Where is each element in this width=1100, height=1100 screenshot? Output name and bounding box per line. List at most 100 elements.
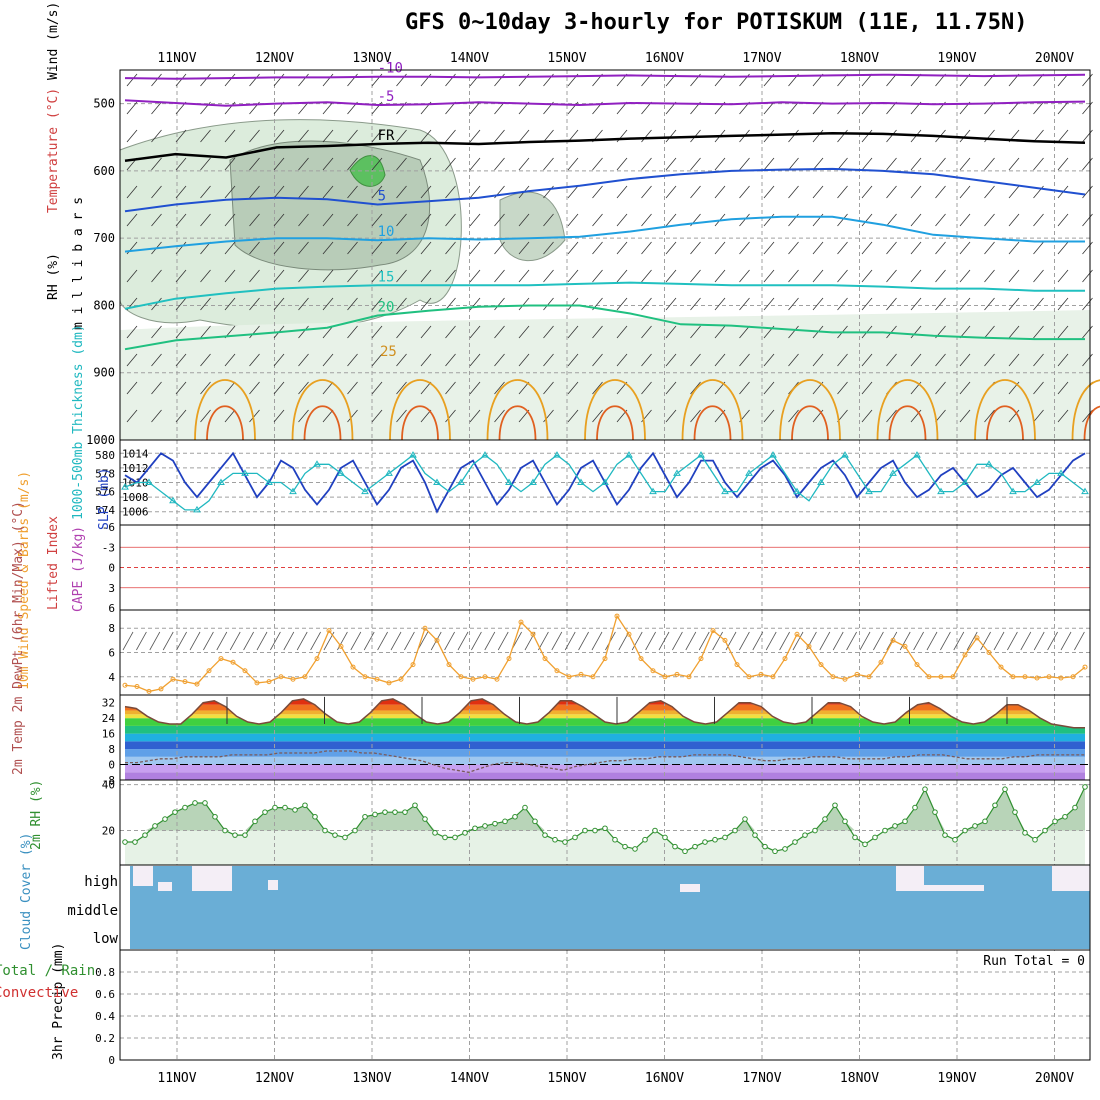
wind-barb (567, 381, 579, 395)
wind-barb (347, 73, 358, 87)
wind-barb (494, 269, 505, 283)
wind-speed-marker (746, 674, 752, 680)
wind-barb (396, 185, 407, 199)
wind-barb (1082, 129, 1093, 143)
surface-wind-barb (980, 631, 991, 651)
wind-speed-marker (734, 662, 740, 668)
rh-marker (782, 846, 788, 852)
isotherm-label: 15 (378, 269, 395, 285)
rh-marker (632, 846, 638, 852)
wind-barb (543, 325, 554, 339)
rh-marker (392, 809, 398, 815)
thickness-tick: 576 (95, 486, 115, 499)
surface-wind-barb (886, 631, 898, 651)
wind-barb (469, 129, 481, 143)
wind-barb (935, 185, 946, 199)
wind-barb (543, 409, 554, 423)
isotherm-30-arc (206, 405, 244, 441)
wind-barb (690, 325, 701, 339)
wind-barb (812, 129, 824, 143)
wind-barb (984, 297, 995, 311)
rh-marker (1002, 786, 1008, 792)
thickness-marker (1057, 469, 1065, 476)
wind-barb (371, 157, 383, 171)
wind-speed-line (124, 614, 1086, 693)
cape-ylabel: CAPE (J/kg) (71, 526, 86, 612)
wind-barb (322, 101, 334, 115)
rh-marker (312, 813, 318, 820)
wind-barb (200, 381, 211, 395)
wind-speed-marker (506, 656, 512, 662)
cloud-gap (924, 885, 984, 891)
wind-barb (322, 409, 334, 423)
wind-barb (518, 297, 530, 311)
wind-barb (984, 325, 995, 339)
wind-barb (959, 381, 971, 395)
rh-marker (202, 800, 208, 806)
wind-barb (714, 297, 726, 311)
wind-barb (175, 409, 187, 423)
wind-barb (273, 353, 285, 367)
wind-barb (371, 353, 383, 367)
wind-speed-marker (902, 643, 908, 649)
wind-barb (1082, 325, 1093, 339)
wind-barb (249, 241, 260, 255)
wind-speed-marker (482, 674, 488, 680)
wind-barb (273, 185, 285, 199)
surface-wind-barb (404, 631, 415, 651)
rh-marker (332, 832, 338, 838)
surface-wind-barb (363, 631, 375, 651)
wind-barb (151, 129, 162, 143)
wind-barb (739, 213, 750, 227)
li-tick: -6 (102, 521, 115, 534)
cloud-gap (192, 866, 232, 891)
li-ylabel: Lifted Index (46, 516, 61, 610)
surface-wind-barb (471, 631, 482, 651)
wind-barb (322, 325, 334, 339)
wind-speed-marker (578, 671, 584, 677)
wind-barb (1082, 73, 1093, 87)
rh-marker (422, 816, 428, 822)
rh-marker (352, 827, 358, 834)
wind-barb (1033, 241, 1044, 255)
wind-barb (494, 213, 505, 227)
surface-wind-barb (457, 631, 469, 651)
surface-wind-barb (899, 631, 911, 651)
wind-barb (347, 409, 358, 423)
thickness-marker (241, 469, 249, 476)
thickness-marker (409, 451, 417, 458)
wind-barb (126, 409, 138, 423)
wind-barb (739, 269, 750, 283)
surface-wind-barb (216, 631, 228, 651)
wind-barb (1033, 213, 1044, 227)
surface-wind-barb (792, 631, 804, 651)
rh-marker (1032, 836, 1038, 843)
wind-barb (494, 325, 505, 339)
wind-barb (298, 101, 309, 115)
wind-barb (371, 297, 383, 311)
wind-speed-marker (290, 676, 296, 682)
surface-wind-barb (752, 631, 764, 651)
wind-barb (861, 73, 873, 87)
wind-barb (322, 297, 334, 311)
wind-barb (959, 157, 971, 171)
wind-barb (151, 353, 162, 367)
wind-barb (861, 129, 873, 143)
wind-barb (616, 325, 628, 339)
wind-barb (151, 409, 162, 423)
precip-tick: 0.2 (95, 1032, 115, 1045)
wind-barb (249, 157, 260, 171)
wind-barb (298, 241, 309, 255)
thickness-marker (145, 478, 153, 485)
rh-marker (222, 827, 228, 834)
isotherm-label: FR (378, 128, 395, 144)
wind-barb (910, 185, 922, 199)
wind-barb (518, 353, 530, 367)
wind-barb (763, 269, 775, 283)
wind-barb (837, 297, 848, 311)
thickness-ylabel: 1000-500mb Thickness (dm) (71, 324, 86, 520)
wind-barb (126, 101, 138, 115)
rh-marker (962, 827, 968, 834)
wind-barb (1082, 241, 1093, 255)
wind-barb (494, 353, 505, 367)
